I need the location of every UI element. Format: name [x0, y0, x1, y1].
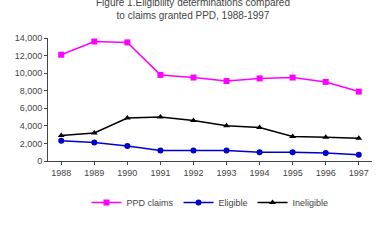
- svg-text:2,000: 2,000: [20, 139, 43, 149]
- svg-text:1988: 1988: [51, 168, 71, 178]
- svg-text:1996: 1996: [316, 168, 336, 178]
- svg-text:1990: 1990: [117, 168, 137, 178]
- svg-text:1995: 1995: [283, 168, 303, 178]
- svg-text:10,000: 10,000: [15, 68, 43, 78]
- svg-text:0: 0: [37, 156, 42, 166]
- svg-text:1993: 1993: [217, 168, 237, 178]
- svg-text:1991: 1991: [150, 168, 170, 178]
- svg-text:4,000: 4,000: [20, 121, 43, 131]
- svg-text:6,000: 6,000: [20, 103, 43, 113]
- svg-text:14,000: 14,000: [15, 33, 43, 43]
- svg-text:Ineligible: Ineligible: [293, 198, 329, 208]
- svg-text:8,000: 8,000: [20, 86, 43, 96]
- svg-text:Eligible: Eligible: [219, 198, 248, 208]
- svg-text:12,000: 12,000: [15, 51, 43, 61]
- svg-text:PPD claims: PPD claims: [127, 198, 174, 208]
- svg-text:1994: 1994: [250, 168, 270, 178]
- svg-text:1989: 1989: [84, 168, 104, 178]
- svg-text:1997: 1997: [349, 168, 369, 178]
- svg-text:Figure 1.Eligibility determina: Figure 1.Eligibility determinations comp…: [96, 0, 290, 21]
- svg-text:1992: 1992: [183, 168, 203, 178]
